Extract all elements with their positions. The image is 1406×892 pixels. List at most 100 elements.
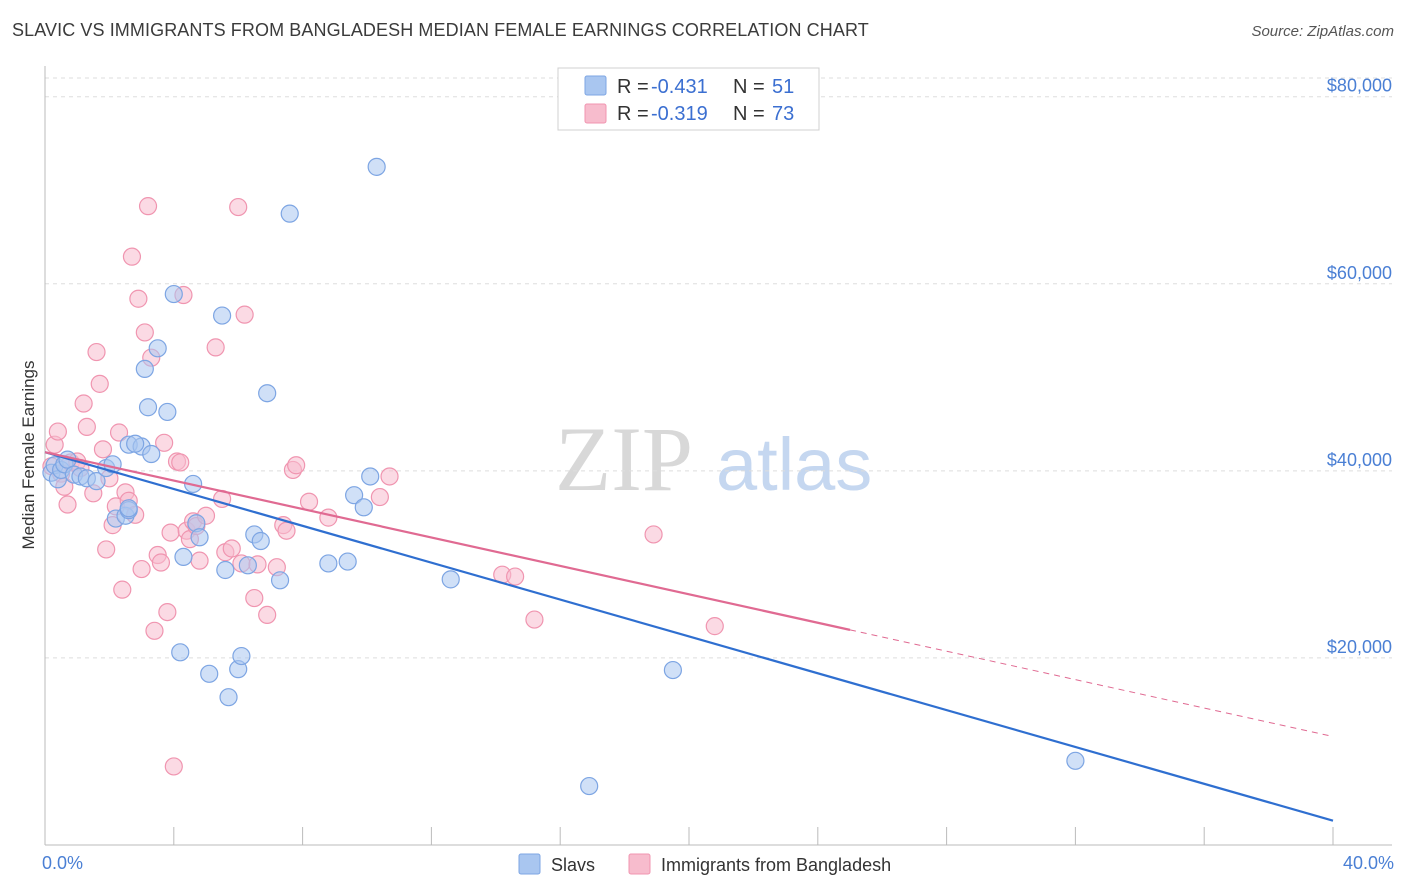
legend-n-label-bangladesh: N = — [733, 103, 765, 125]
bangladesh-point — [370, 487, 389, 507]
bottom-legend-swatch-slavs — [518, 853, 541, 875]
slavs-point — [148, 339, 167, 358]
legend-swatch-bangladesh — [584, 103, 607, 124]
bangladesh-point — [206, 338, 225, 357]
slavs-point — [126, 434, 145, 453]
bottom-legend-label-bangladesh: Immigrants from Bangladesh — [661, 855, 891, 875]
slavs-point — [164, 284, 183, 304]
bangladesh-point — [705, 617, 724, 636]
bangladesh-point — [151, 553, 171, 572]
bangladesh-point — [258, 605, 277, 625]
y-tick-labels: $20,000 $40,000 $60,000 $80,000 — [1327, 76, 1392, 657]
slavs-point — [142, 444, 161, 464]
slavs-point — [354, 498, 373, 517]
source-label: Source: ZipAtlas.com — [1251, 23, 1394, 40]
slavs-trendline — [44, 451, 1334, 822]
bangladesh-point — [93, 440, 113, 459]
bangladesh-point — [245, 588, 264, 608]
bangladesh-point — [235, 305, 254, 324]
bangladesh-point — [158, 602, 177, 622]
axes — [44, 66, 1392, 846]
bangladesh-point — [77, 417, 96, 436]
legend-n-label-slavs: N = — [733, 76, 765, 98]
bangladesh-point — [525, 610, 544, 629]
bangladesh-point — [171, 453, 190, 472]
slavs-point — [138, 398, 158, 417]
legend-r-value-bangladesh: -0.319 — [651, 103, 708, 125]
bangladesh-point — [299, 492, 319, 511]
slavs-point — [87, 472, 106, 491]
trendlines — [44, 451, 1334, 822]
bangladesh-point — [109, 423, 129, 442]
slavs-point — [219, 688, 238, 707]
bangladesh-point — [74, 394, 93, 413]
slavs-point — [361, 467, 380, 486]
bangladesh-point — [58, 495, 77, 514]
legend-r-label-bangladesh: R = — [617, 103, 649, 125]
bangladesh-point — [380, 467, 399, 486]
slavs-point — [270, 571, 290, 590]
watermark-atlas: atlas — [716, 423, 872, 506]
slavs-point — [171, 643, 190, 662]
bangladesh-point — [155, 433, 174, 452]
legend-swatch-slavs — [584, 75, 607, 96]
slavs-point — [216, 560, 235, 580]
x-tick-labels: 0.0% 40.0% — [42, 853, 1394, 873]
slavs-point — [174, 547, 193, 567]
slavs-point — [1066, 751, 1085, 770]
slavs-point — [663, 660, 683, 680]
slavs-point — [258, 384, 277, 403]
y-tick-label: $80,000 — [1327, 76, 1392, 96]
slavs-point — [580, 776, 599, 796]
bangladesh-point — [87, 342, 106, 362]
legend-n-value-slavs: 51 — [772, 76, 794, 98]
legend-r-label-slavs: R = — [617, 76, 649, 98]
y-axis-label: Median Female Earnings — [19, 361, 38, 550]
slavs-point — [190, 528, 209, 547]
bangladesh-point — [287, 456, 306, 475]
bangladesh-point — [164, 757, 183, 776]
bangladesh-point — [161, 523, 180, 542]
bottom-legend-swatch-bangladesh — [628, 853, 651, 875]
slavs-point — [280, 204, 299, 223]
x-tick-label: 40.0% — [1343, 853, 1394, 873]
slavs-point — [441, 570, 460, 589]
y-tick-label: $40,000 — [1327, 450, 1392, 470]
slavs-point — [200, 664, 219, 683]
y-tick-label: $60,000 — [1327, 263, 1392, 283]
watermark-zip: ZIP — [555, 408, 693, 510]
bangladesh-point — [132, 559, 151, 579]
bangladesh-trendline — [44, 451, 851, 631]
chart-title: SLAVIC VS IMMIGRANTS FROM BANGLADESH MED… — [12, 20, 869, 40]
legend-top: R = -0.431 N = 51 R = -0.319 N = 73 — [557, 67, 820, 131]
slavs-point — [338, 552, 357, 571]
bangladesh-point — [506, 567, 525, 586]
bangladesh-point — [129, 289, 148, 308]
slavs-point — [135, 359, 154, 378]
slavs-point — [319, 554, 338, 573]
bangladesh-point — [138, 197, 158, 216]
slavs-point — [251, 531, 270, 551]
bangladesh-point — [277, 521, 296, 540]
legend-r-value-slavs: -0.431 — [651, 76, 708, 98]
bangladesh-point — [222, 539, 241, 558]
slavs-point — [158, 402, 177, 422]
series-slavs-points — [42, 157, 1085, 796]
slavs-point — [119, 499, 138, 518]
bangladesh-point — [122, 247, 142, 266]
bangladesh-point — [135, 323, 154, 342]
bangladesh-point — [229, 197, 248, 217]
slavs-point — [213, 306, 232, 325]
bangladesh-point — [190, 551, 209, 570]
slavs-point — [367, 157, 386, 176]
slavs-point — [238, 556, 257, 575]
slavs-point — [232, 646, 251, 666]
x-tick-label: 0.0% — [42, 853, 83, 873]
y-tick-label: $20,000 — [1327, 637, 1392, 657]
bangladesh-point — [48, 422, 67, 441]
bangladesh-point — [90, 374, 109, 393]
legend-n-value-bangladesh: 73 — [772, 103, 794, 125]
bangladesh-point — [145, 621, 164, 640]
bangladesh-trendline-extension — [849, 629, 1334, 737]
